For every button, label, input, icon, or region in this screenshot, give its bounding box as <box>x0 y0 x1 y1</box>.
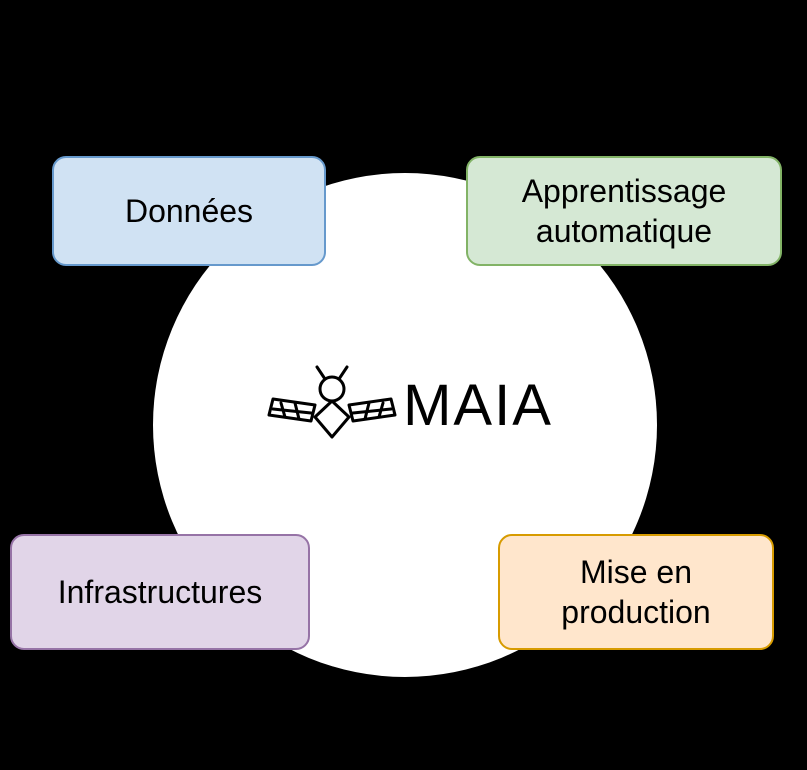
box-apprentissage: Apprentissageautomatique <box>466 156 782 266</box>
box-label-apprentissage: Apprentissageautomatique <box>522 171 727 251</box>
box-production: Mise enproduction <box>498 534 774 650</box>
box-infrastructures: Infrastructures <box>10 534 310 650</box>
box-label-infrastructures: Infrastructures <box>58 572 263 612</box>
box-label-donnees: Données <box>125 191 253 231</box>
center-logo: MAIA <box>255 360 565 450</box>
box-donnees: Données <box>52 156 326 266</box>
bee-icon <box>267 365 397 445</box>
logo-text: MAIA <box>403 372 553 439</box>
box-label-production: Mise enproduction <box>561 552 710 632</box>
